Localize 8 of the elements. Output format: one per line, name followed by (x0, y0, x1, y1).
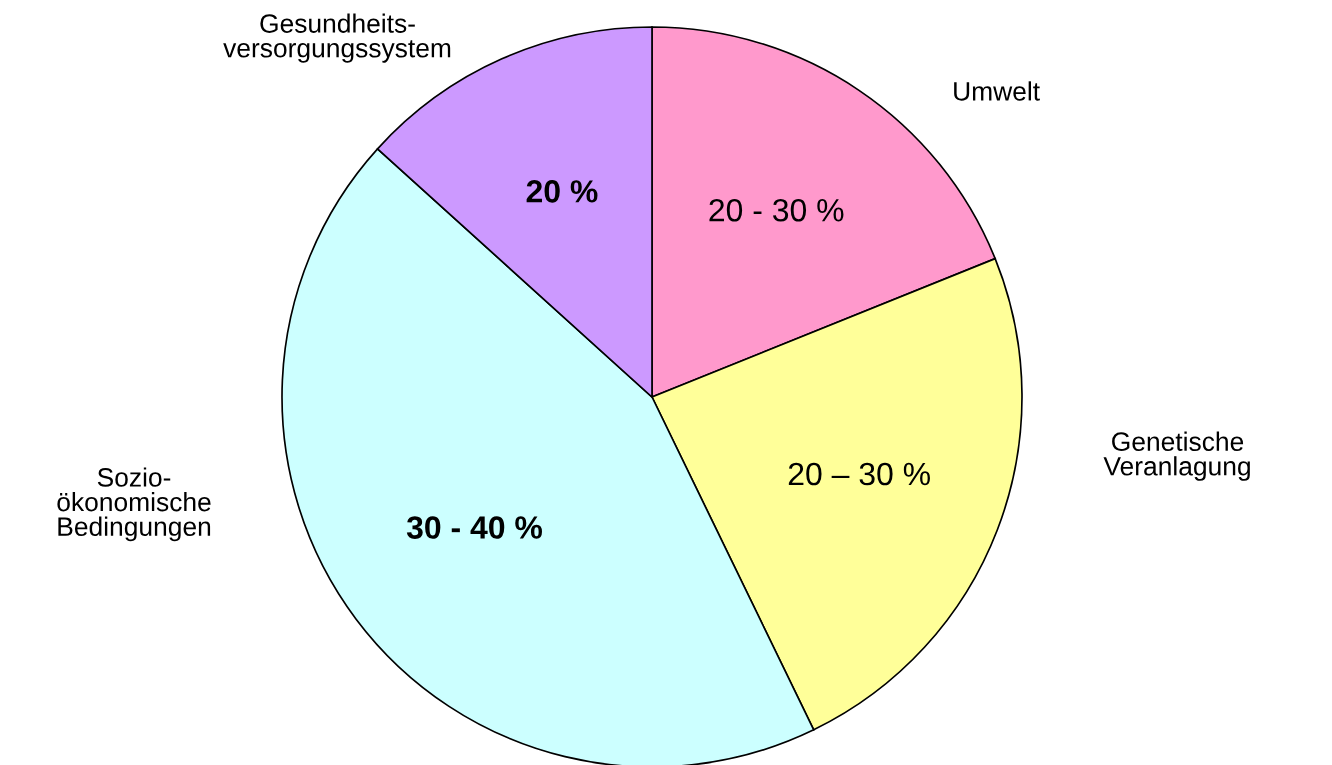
slice-label: Gesundheits- versorgungssystem (223, 13, 451, 63)
text: 30 - 40 % (406, 516, 542, 539)
slice-label: Genetische Veranlagung (1103, 431, 1250, 481)
text: 20 - 30 % (709, 198, 844, 222)
text: 20 % (526, 180, 598, 203)
slice-label: Sozio- ökonomische Bedingungen (57, 467, 211, 542)
text: 20 – 30 % (788, 462, 930, 486)
slice-label: Umwelt (954, 81, 1040, 101)
